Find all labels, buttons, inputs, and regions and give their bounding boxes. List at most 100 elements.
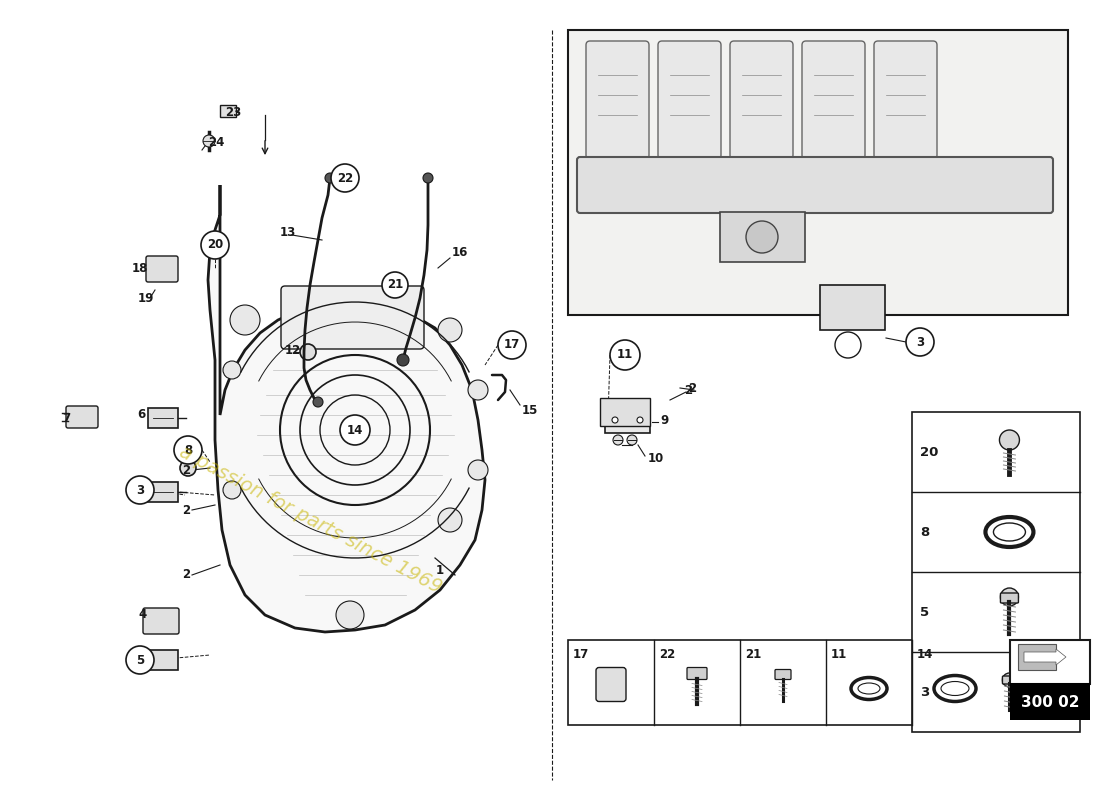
Circle shape <box>1000 588 1019 606</box>
Text: 5: 5 <box>136 654 144 666</box>
FancyBboxPatch shape <box>730 41 793 159</box>
Text: 8: 8 <box>184 443 192 457</box>
Circle shape <box>336 601 364 629</box>
FancyBboxPatch shape <box>586 41 649 159</box>
FancyBboxPatch shape <box>820 285 886 330</box>
Text: 15: 15 <box>522 403 538 417</box>
FancyBboxPatch shape <box>280 286 424 349</box>
Circle shape <box>637 417 644 423</box>
FancyBboxPatch shape <box>596 667 626 702</box>
FancyBboxPatch shape <box>600 398 650 426</box>
Text: 2: 2 <box>688 382 696 394</box>
Text: 9: 9 <box>660 414 669 426</box>
Text: 16: 16 <box>452 246 469 258</box>
Text: 2: 2 <box>182 503 190 517</box>
Circle shape <box>382 272 408 298</box>
FancyArrow shape <box>1024 649 1066 665</box>
Text: 11: 11 <box>617 349 634 362</box>
FancyBboxPatch shape <box>1018 644 1056 670</box>
FancyBboxPatch shape <box>874 41 937 159</box>
Text: 14: 14 <box>917 647 934 661</box>
Text: 11: 11 <box>830 647 847 661</box>
FancyBboxPatch shape <box>220 105 236 117</box>
FancyBboxPatch shape <box>776 670 791 679</box>
Circle shape <box>746 221 778 253</box>
Circle shape <box>397 354 409 366</box>
Circle shape <box>324 173 336 183</box>
Text: 14: 14 <box>346 423 363 437</box>
Text: 3: 3 <box>916 335 924 349</box>
Polygon shape <box>208 185 485 632</box>
Text: 21: 21 <box>745 647 761 661</box>
Circle shape <box>174 436 202 464</box>
Text: 8: 8 <box>920 526 929 538</box>
Circle shape <box>180 460 196 476</box>
Text: 22: 22 <box>659 647 675 661</box>
Text: 2: 2 <box>182 463 190 477</box>
Circle shape <box>610 340 640 370</box>
Circle shape <box>438 318 462 342</box>
Text: 13: 13 <box>280 226 296 238</box>
Text: 21: 21 <box>387 278 403 291</box>
Text: 300 02: 300 02 <box>1021 695 1079 710</box>
Circle shape <box>201 231 229 259</box>
Circle shape <box>468 380 488 400</box>
FancyBboxPatch shape <box>605 408 650 433</box>
Text: 1: 1 <box>436 563 444 577</box>
Text: 3: 3 <box>920 686 929 698</box>
FancyBboxPatch shape <box>802 41 865 159</box>
FancyBboxPatch shape <box>568 30 1068 315</box>
Circle shape <box>906 328 934 356</box>
Circle shape <box>223 481 241 499</box>
FancyBboxPatch shape <box>912 412 1080 732</box>
Text: 3: 3 <box>136 483 144 497</box>
FancyBboxPatch shape <box>658 41 720 159</box>
FancyBboxPatch shape <box>148 650 178 670</box>
FancyBboxPatch shape <box>143 608 179 634</box>
Text: 4: 4 <box>138 609 146 622</box>
Text: 2: 2 <box>684 383 692 397</box>
Text: 22: 22 <box>337 171 353 185</box>
FancyBboxPatch shape <box>146 256 178 282</box>
Text: 2: 2 <box>182 569 190 582</box>
FancyBboxPatch shape <box>1010 683 1090 720</box>
Text: 17: 17 <box>573 647 590 661</box>
Text: 18: 18 <box>132 262 148 274</box>
Circle shape <box>1000 430 1020 450</box>
Text: 17: 17 <box>504 338 520 351</box>
Text: 5: 5 <box>920 606 929 618</box>
Circle shape <box>230 305 260 335</box>
Circle shape <box>126 476 154 504</box>
Circle shape <box>424 173 433 183</box>
Circle shape <box>331 164 359 192</box>
Circle shape <box>613 435 623 445</box>
Circle shape <box>498 331 526 359</box>
FancyBboxPatch shape <box>1010 640 1090 684</box>
Circle shape <box>1002 673 1016 687</box>
Circle shape <box>612 417 618 423</box>
FancyBboxPatch shape <box>66 406 98 428</box>
FancyBboxPatch shape <box>1002 676 1016 684</box>
FancyBboxPatch shape <box>1000 593 1019 603</box>
Text: 7: 7 <box>62 411 70 425</box>
Circle shape <box>468 460 488 480</box>
Circle shape <box>300 344 316 360</box>
FancyBboxPatch shape <box>688 667 707 679</box>
Text: 6: 6 <box>138 409 145 422</box>
Circle shape <box>223 361 241 379</box>
Text: 23: 23 <box>226 106 241 118</box>
Text: 12: 12 <box>285 343 301 357</box>
Text: 20: 20 <box>207 238 223 251</box>
FancyBboxPatch shape <box>148 482 178 502</box>
Circle shape <box>438 508 462 532</box>
Text: 10: 10 <box>648 451 664 465</box>
Text: 19: 19 <box>138 291 154 305</box>
Text: 24: 24 <box>208 135 224 149</box>
Circle shape <box>340 415 370 445</box>
FancyBboxPatch shape <box>148 408 178 428</box>
Text: a passion for parts since 1969: a passion for parts since 1969 <box>176 442 444 598</box>
FancyBboxPatch shape <box>720 212 805 262</box>
FancyBboxPatch shape <box>568 640 998 725</box>
Circle shape <box>126 646 154 674</box>
Text: 20: 20 <box>920 446 938 458</box>
